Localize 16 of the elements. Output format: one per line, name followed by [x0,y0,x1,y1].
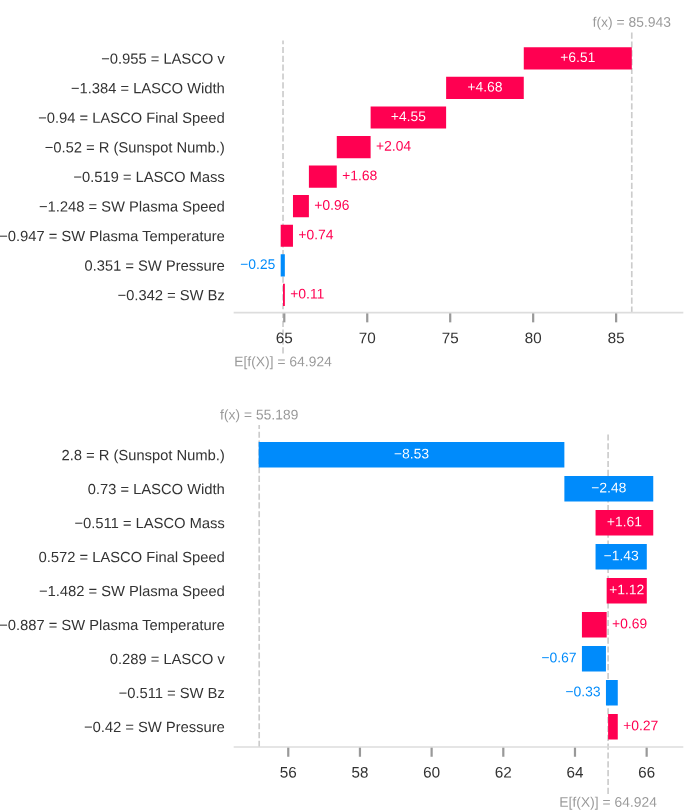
bar [608,713,618,740]
bar [370,106,447,129]
bar [292,195,309,218]
bar [605,679,618,706]
bar [446,76,524,99]
bar [595,544,647,570]
bar [581,645,606,672]
bar [308,165,337,188]
bar [564,476,654,502]
bar [606,577,647,604]
bar [258,442,565,468]
bar [523,47,632,70]
bar [581,611,607,638]
bar [280,224,293,247]
bar [336,135,371,159]
bar [595,510,654,536]
